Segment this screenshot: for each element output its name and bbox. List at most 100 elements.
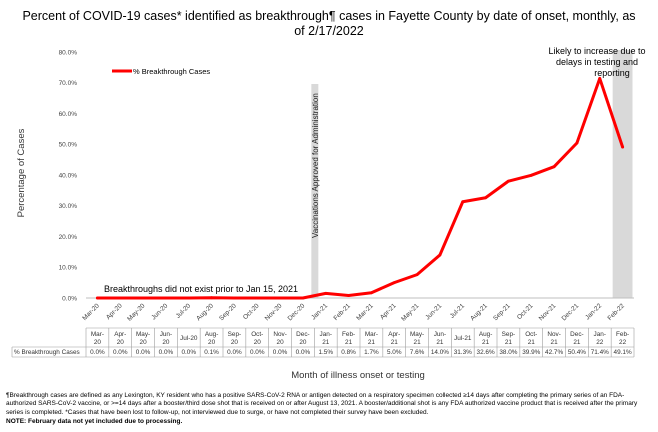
- shaded-region-feb-22: [612, 50, 633, 298]
- x-tick-label: May-21: [400, 302, 421, 323]
- annotation-pre-2021: Breakthroughs did not exist prior to Jan…: [104, 284, 298, 294]
- y-tick-label: 10.0%: [59, 265, 78, 272]
- x-tick-label: Jan-21: [310, 302, 329, 321]
- x-tick-label: Sep-21: [492, 302, 512, 322]
- data-point: [278, 296, 282, 300]
- data-point: [347, 294, 350, 297]
- table-header-cell: Jun-20: [160, 331, 172, 346]
- x-tick-label: Mar-21: [355, 302, 375, 322]
- vaccination-marker-label: Vaccinations Approved for Administration: [311, 93, 320, 238]
- table-value-cell: 0.0%: [90, 349, 105, 356]
- x-tick-label: Jun-20: [150, 302, 169, 321]
- data-point: [233, 296, 236, 300]
- table-value-cell: 50.4%: [568, 349, 586, 356]
- chart-title-line-2: of 2/17/2022: [294, 24, 364, 38]
- y-tick-label: 60.0%: [59, 111, 78, 118]
- data-point: [484, 196, 487, 200]
- x-tick-label: Dec-20: [287, 302, 307, 322]
- table-header-cell: Aug-21: [479, 331, 493, 346]
- annotation-recent-line-2: delays in testing and: [556, 57, 638, 67]
- x-tick-label: Jul-20: [175, 302, 193, 320]
- y-tick-label: 30.0%: [59, 203, 78, 210]
- table-header-cell: Feb-21: [342, 331, 355, 346]
- data-point: [461, 200, 465, 204]
- data-point: [164, 296, 168, 300]
- data-point: [324, 291, 328, 295]
- series-breakthrough: [95, 76, 625, 300]
- table-header-cell: May-20: [136, 331, 150, 346]
- footnote-definition: ¶Breakthrough cases are defined as any L…: [6, 392, 638, 416]
- table-value-cell: 0.0%: [273, 349, 288, 356]
- table-value-cell: 14.0%: [431, 349, 449, 356]
- data-point: [141, 296, 145, 300]
- x-tick-label: Nov-20: [264, 302, 284, 322]
- x-tick-label: Feb-22: [606, 302, 626, 322]
- data-point: [118, 296, 122, 300]
- x-tick-label: Jan-22: [584, 302, 603, 321]
- x-tick-label: May-20: [126, 302, 147, 323]
- data-point: [507, 179, 510, 183]
- table-header-cell: May-21: [410, 331, 424, 346]
- table-value-cell: 0.8%: [341, 349, 356, 356]
- annotation-recent-line-1: Likely to increase due to: [548, 46, 645, 56]
- table-value-cell: 5.0%: [387, 349, 402, 356]
- table-header-cell: Nov-21: [547, 331, 561, 346]
- table-header-cell: Mar-20: [91, 331, 104, 346]
- y-axis-ticks: 0.0% 10.0% 20.0% 30.0% 40.0% 50.0% 60.0% 70.0% 8…: [59, 49, 78, 302]
- table-header-cell: Jan-22: [594, 331, 606, 346]
- table-header-cell: Oct-20: [251, 331, 263, 346]
- table-header-cell: Sep-21: [502, 331, 516, 346]
- data-table: % Breakthrough Cases Mar-20 Apr-20 May-20 Ju…: [11, 327, 635, 358]
- table-value-cell: 0.0%: [113, 349, 128, 356]
- data-point: [575, 141, 579, 145]
- table-value-cell: 0.0%: [136, 349, 151, 356]
- series-line: [95, 76, 625, 300]
- table-header-cell: Jan-21: [320, 331, 332, 346]
- table-value-cell: 49.1%: [614, 349, 632, 356]
- x-tick-label: Jul-21: [449, 302, 467, 320]
- footnote-note: NOTE: February data not yet included due…: [6, 418, 183, 425]
- table-value-cell: 42.7%: [545, 349, 563, 356]
- table-header-cell: Oct-21: [525, 331, 537, 346]
- y-tick-label: 0.0%: [62, 295, 77, 302]
- breakthrough-chart: Percent of COVID-19 cases* identified as…: [11, 9, 646, 381]
- table-header-cell: Apr-20: [114, 331, 126, 346]
- annotation-recent-line-3: reporting: [594, 68, 630, 78]
- data-point: [621, 145, 624, 149]
- data-point: [370, 291, 373, 295]
- table-row-label: % Breakthrough Cases: [14, 349, 80, 356]
- table-value-cell: 39.9%: [522, 349, 540, 356]
- data-point: [187, 296, 191, 300]
- table-header-cell: Aug-20: [205, 331, 219, 346]
- table-value-cell: 0.0%: [159, 349, 174, 356]
- table-value-cell: 1.7%: [364, 349, 379, 356]
- x-tick-label: Aug-20: [195, 302, 215, 322]
- table-value-cell: 7.6%: [410, 349, 425, 356]
- data-point: [210, 296, 213, 300]
- chart-title-line-1: Percent of COVID-19 cases* identified as…: [22, 9, 635, 23]
- x-tick-label: Aug-21: [469, 302, 489, 322]
- vaccination-marker-bar: [311, 84, 319, 298]
- table-header-cell: Jul-20: [180, 335, 198, 342]
- x-axis-label: Month of illness onset or testing: [291, 370, 425, 381]
- table-header-cell: Sep-20: [228, 331, 242, 346]
- table-value-cell: 38.0%: [499, 349, 517, 356]
- y-tick-label: 50.0%: [59, 142, 78, 149]
- table-value-cell: 0.1%: [204, 349, 219, 356]
- data-point: [96, 296, 99, 300]
- x-tick-label: Jun-21: [424, 302, 443, 321]
- data-point: [392, 281, 396, 285]
- table-header-cell: Feb-22: [616, 331, 629, 346]
- table-header-cell: Dec-20: [296, 331, 310, 346]
- x-tick-label: Nov-21: [538, 302, 558, 322]
- table-header-cell: Apr-21: [388, 331, 400, 346]
- y-tick-label: 80.0%: [59, 49, 78, 56]
- x-tick-label: Dec-21: [561, 302, 581, 322]
- y-tick-label: 40.0%: [59, 172, 78, 179]
- table-value-cell: 0.0%: [296, 349, 311, 356]
- table-header-cell: Mar-21: [365, 331, 378, 346]
- legend: % Breakthrough Cases: [112, 67, 210, 76]
- data-point: [301, 296, 305, 300]
- y-tick-label: 70.0%: [59, 80, 78, 87]
- data-point: [415, 273, 419, 277]
